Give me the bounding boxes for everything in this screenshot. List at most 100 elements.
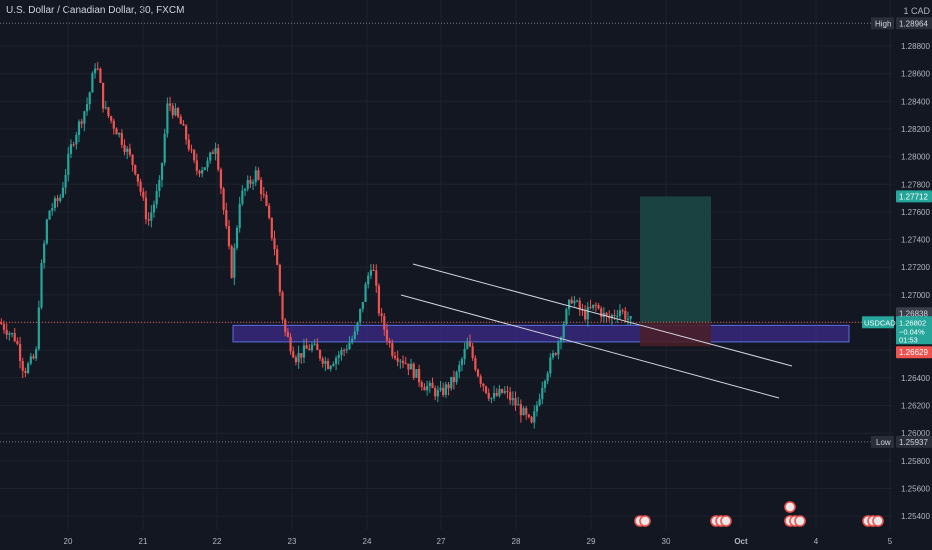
event-marker-icon[interactable]: [872, 515, 884, 527]
y-tick-label: 1.28000: [901, 153, 930, 162]
candle-body: [203, 167, 206, 170]
candle-body: [227, 226, 231, 247]
candle-body: [385, 329, 389, 341]
y-tick-label: 1.27400: [901, 236, 930, 245]
candle-body: [297, 353, 300, 363]
candle-body: [318, 350, 322, 359]
last-price-line-2: −0.04%: [899, 327, 925, 336]
candle-body: [211, 152, 214, 154]
candle-body: [107, 107, 110, 117]
high-price-badge-bg: [896, 17, 932, 30]
candle-body: [482, 383, 485, 387]
event-marker-icon[interactable]: [794, 515, 806, 527]
candle-body: [10, 333, 14, 335]
candle-body: [0, 322, 3, 325]
event-marker-icon[interactable]: [720, 515, 732, 527]
trendline-1[interactable]: [412, 263, 793, 367]
candle-body: [442, 387, 445, 395]
high-price-badge: 1.28964: [896, 17, 932, 30]
candle-body: [460, 359, 464, 366]
target-zone[interactable]: [640, 196, 711, 323]
candle-body: [214, 148, 217, 154]
candle-body: [251, 182, 255, 184]
y-tick-label: 1.26000: [901, 429, 930, 438]
candle-body: [316, 343, 319, 351]
candle-body: [367, 275, 370, 285]
x-tick-label: Oct: [734, 537, 748, 546]
candle-body: [610, 314, 614, 319]
y-tick-label: 1.27600: [901, 208, 930, 217]
candle-body: [171, 105, 174, 116]
candle-body: [302, 345, 306, 358]
candle-body: [592, 304, 595, 308]
candle-body: [578, 300, 581, 310]
trendline-2[interactable]: [400, 294, 780, 399]
candle-body: [364, 284, 367, 302]
candle-body: [621, 310, 624, 312]
candle-body: [32, 356, 35, 359]
candle-body: [393, 355, 397, 359]
candle-body: [431, 382, 434, 389]
x-tick-label: 20: [64, 537, 73, 546]
candle-body: [567, 299, 571, 310]
candle-body: [450, 376, 453, 389]
candle-body: [201, 169, 204, 174]
candle-body: [549, 357, 552, 374]
symbol-badge-text: USDCAD: [864, 318, 896, 327]
candle-body: [463, 349, 466, 360]
candle-body: [40, 263, 43, 308]
candle-body: [273, 238, 276, 250]
candle-body: [428, 382, 431, 387]
candle-body: [573, 300, 576, 304]
candle-body: [270, 217, 273, 239]
candle-body: [479, 376, 482, 384]
candle-body: [618, 310, 622, 316]
calendar-events[interactable]: [634, 501, 884, 527]
candle-body: [503, 391, 506, 393]
candle-body: [391, 343, 394, 356]
candle-body: [112, 120, 115, 129]
candle-body: [399, 360, 402, 362]
x-tick-label: 5: [888, 537, 893, 546]
candle-body: [340, 350, 343, 356]
candle-body: [538, 399, 541, 406]
candle-body: [83, 111, 86, 124]
candle-body: [613, 314, 616, 316]
candle-body: [559, 337, 563, 343]
candle-body: [581, 309, 584, 311]
candle-body: [584, 310, 587, 320]
low-label-text: Low: [876, 438, 891, 447]
candle-body: [56, 198, 59, 201]
event-marker-icon[interactable]: [784, 501, 796, 513]
candle-body: [626, 318, 630, 320]
candle-body: [230, 246, 233, 278]
candle-body: [179, 116, 182, 124]
candle-body: [337, 355, 340, 358]
candle-body: [533, 411, 536, 423]
candle-body: [498, 389, 501, 396]
candle-body: [115, 128, 118, 135]
candle-body: [193, 150, 196, 161]
candle-body: [225, 209, 228, 227]
candle-body: [27, 363, 30, 373]
ask-price-badge-text: 1.26838: [899, 309, 928, 318]
candle-body: [176, 108, 180, 117]
candle-body: [118, 133, 121, 135]
candle-body: [206, 160, 209, 168]
candle-body: [506, 391, 509, 393]
candle-body: [401, 360, 405, 364]
candle-body: [326, 360, 330, 369]
candle-body: [265, 194, 268, 206]
candle-body: [436, 390, 439, 397]
candle-body: [409, 363, 413, 370]
y-tick-label: 1.27000: [901, 291, 930, 300]
candle-body: [69, 144, 73, 154]
candle-body: [29, 356, 32, 364]
event-marker-icon[interactable]: [639, 515, 651, 527]
high-label-text: High: [875, 19, 891, 28]
candle-body: [324, 360, 327, 364]
candle-body: [24, 370, 27, 373]
candle-body: [102, 82, 105, 109]
candle-body: [396, 358, 399, 362]
